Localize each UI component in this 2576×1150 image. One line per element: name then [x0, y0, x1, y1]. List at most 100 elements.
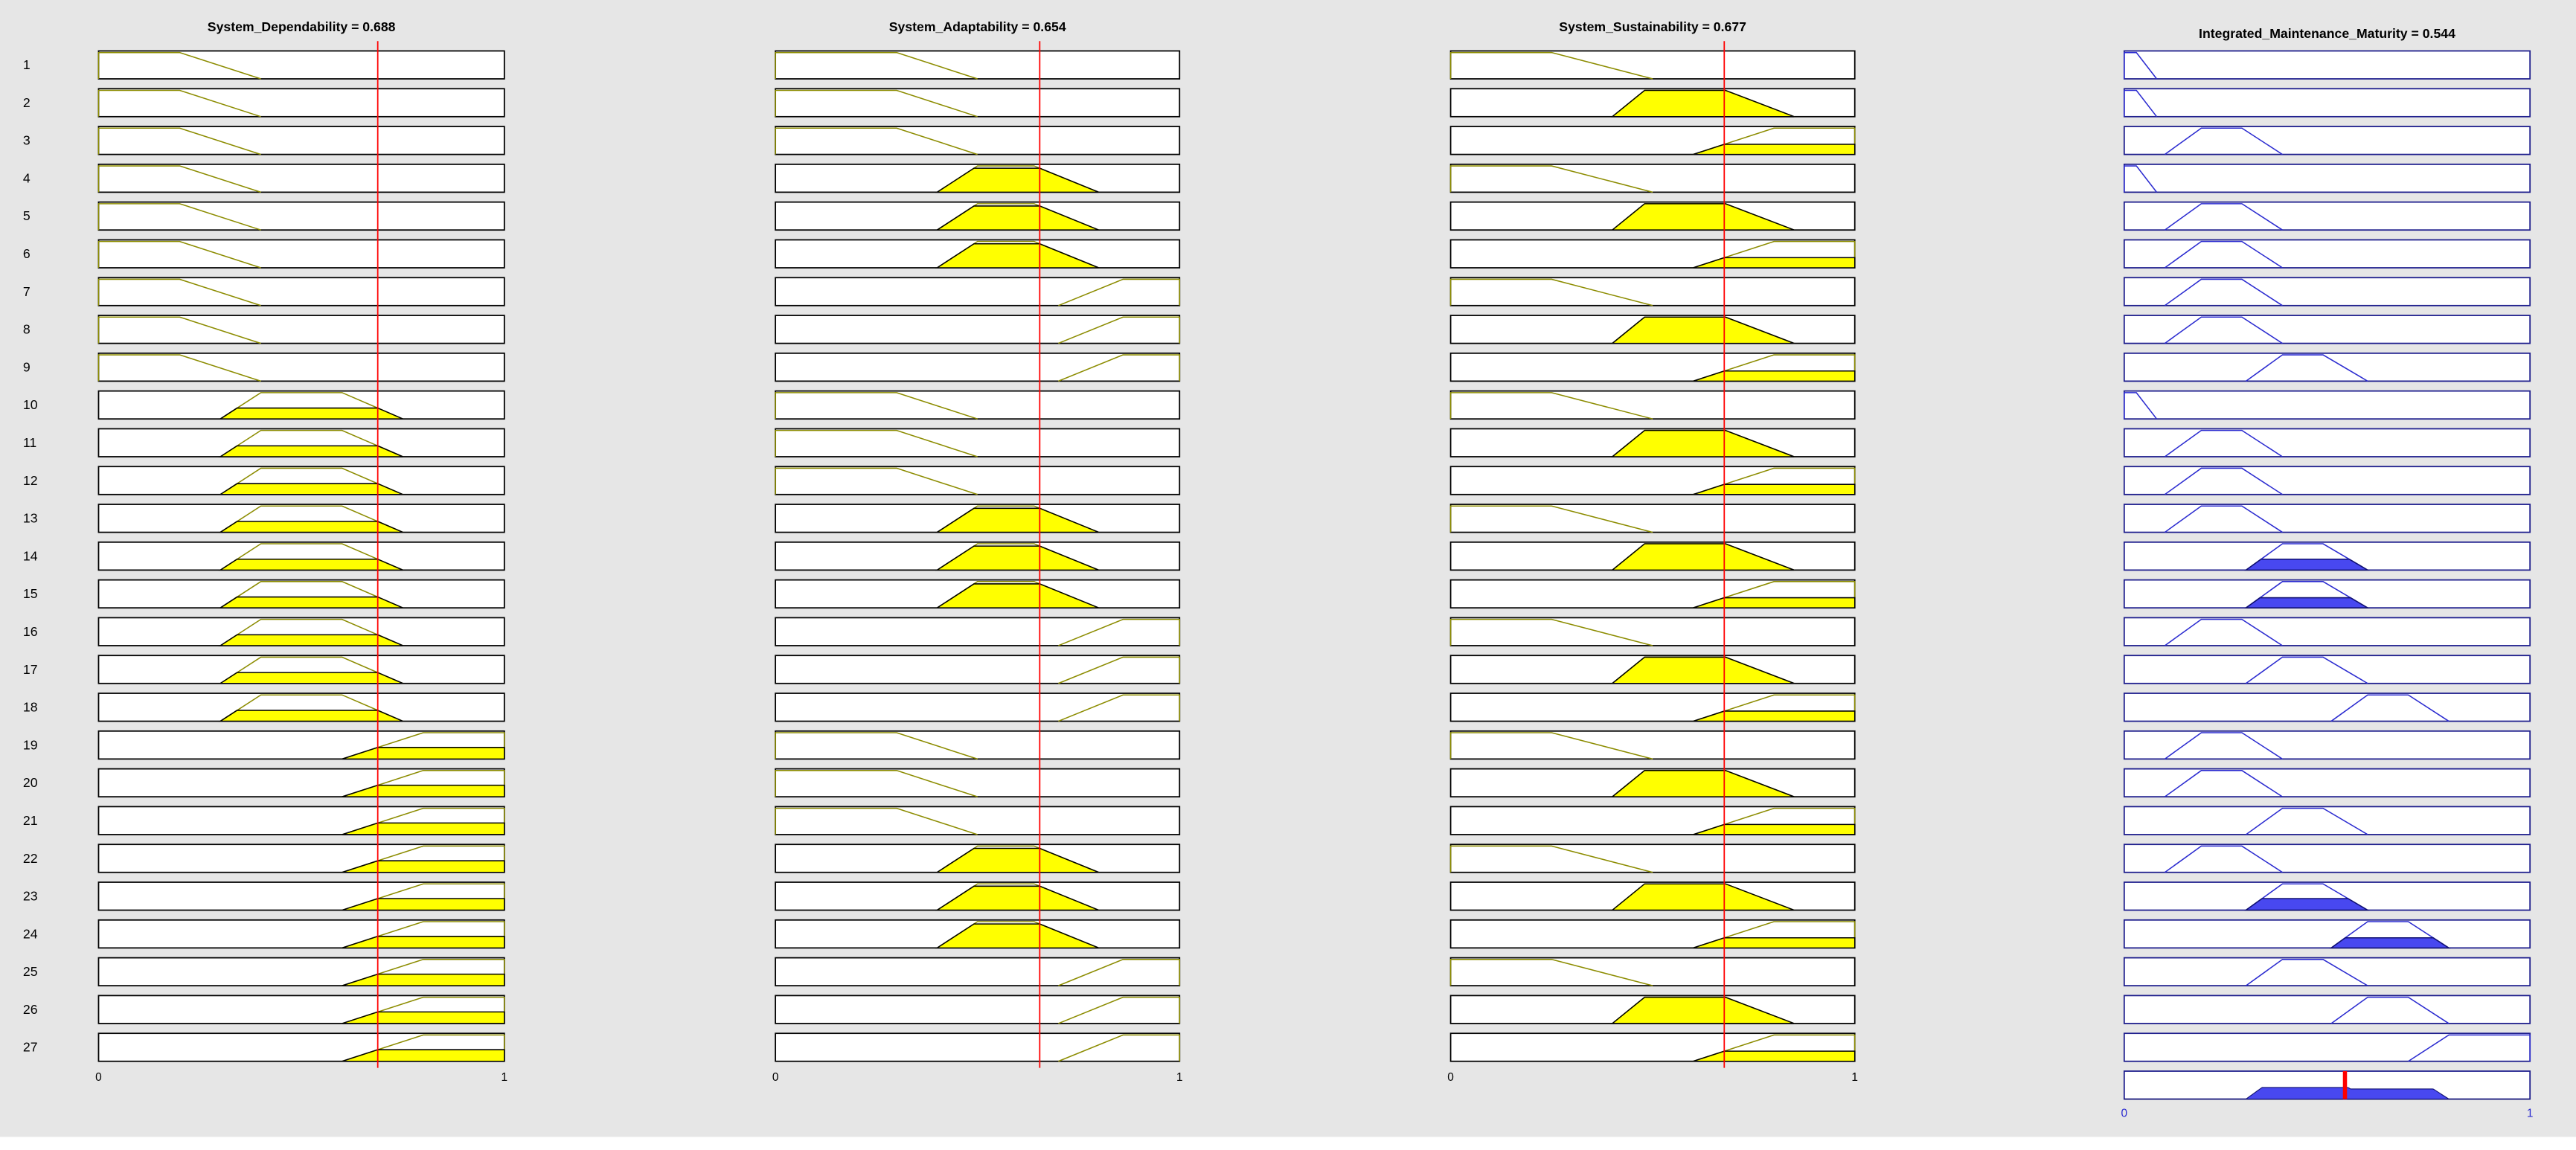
rule-box — [1449, 163, 1856, 193]
rule-box — [775, 655, 1181, 684]
membership-function — [1058, 278, 1181, 306]
x-tick-label: 1 — [1851, 1071, 1858, 1084]
membership-function — [2245, 883, 2368, 911]
fired-area — [342, 936, 505, 949]
fired-area — [342, 973, 505, 986]
membership-function — [1693, 467, 1856, 495]
rule-number: 6 — [23, 246, 31, 261]
membership-function — [2408, 1034, 2531, 1062]
membership-function — [2245, 581, 2368, 608]
membership-function — [2330, 921, 2450, 948]
membership-function — [1058, 316, 1181, 344]
rule-box — [1449, 277, 1856, 306]
rule-number: 5 — [23, 208, 31, 223]
rule-box — [775, 693, 1181, 722]
fired-area — [1610, 883, 1795, 911]
membership-function — [1449, 51, 1653, 80]
fired-area — [2244, 597, 2370, 608]
fired-area — [342, 898, 505, 911]
membership-function — [342, 883, 505, 911]
membership-function — [775, 392, 978, 420]
fired-area — [1693, 257, 1856, 269]
rule-box — [1449, 957, 1856, 987]
rule-box — [97, 201, 505, 231]
membership-function — [1449, 959, 1653, 986]
fired-area — [218, 596, 403, 608]
membership-function — [2164, 618, 2283, 646]
rule-number: 1 — [23, 57, 31, 72]
fired-area — [1693, 710, 1856, 722]
rule-box — [97, 466, 505, 495]
fired-area — [342, 860, 505, 873]
rule-box — [775, 352, 1181, 382]
membership-function — [1058, 959, 1181, 986]
membership-function — [342, 845, 505, 873]
membership-function — [2245, 354, 2368, 382]
membership-function — [342, 807, 505, 835]
membership-function — [1058, 656, 1181, 684]
rule-box — [2123, 844, 2531, 873]
fired-area — [342, 747, 505, 760]
membership-function — [1449, 165, 1653, 193]
fired-area — [342, 784, 505, 797]
rule-number: 11 — [23, 435, 36, 450]
membership-function — [220, 467, 403, 495]
rule-box — [2123, 239, 2531, 269]
rule-number: 24 — [23, 926, 38, 941]
membership-function — [97, 89, 261, 118]
membership-function — [2124, 89, 2158, 118]
rule-box — [2123, 466, 2531, 495]
rule-number: 26 — [23, 1002, 38, 1017]
rule-number: 17 — [23, 662, 38, 677]
rule-box — [775, 617, 1181, 646]
fired-area — [218, 672, 403, 684]
rule-box — [775, 768, 1181, 798]
membership-function — [97, 127, 261, 155]
rule-box — [97, 50, 505, 80]
rule-box — [97, 239, 505, 269]
membership-function — [97, 240, 261, 269]
rule-number: 7 — [23, 284, 31, 299]
membership-function — [220, 618, 403, 646]
membership-function — [1693, 807, 1856, 835]
membership-function — [2245, 543, 2368, 571]
fired-area — [1693, 1050, 1856, 1062]
fired-area — [218, 407, 403, 420]
membership-function — [342, 732, 505, 760]
rule-box — [2123, 504, 2531, 533]
fired-area — [1610, 203, 1795, 231]
membership-function — [220, 543, 403, 571]
membership-function — [1693, 1034, 1856, 1062]
membership-function — [2164, 732, 2283, 760]
rule-box — [2123, 693, 2531, 722]
rule-number: 19 — [23, 737, 38, 752]
membership-function — [2164, 505, 2283, 533]
rule-number: 18 — [23, 700, 38, 715]
fired-area — [1693, 484, 1856, 495]
membership-function — [1693, 921, 1856, 949]
rule-number: 15 — [23, 586, 38, 601]
rule-number: 3 — [23, 133, 31, 148]
membership-function — [1058, 618, 1181, 646]
fired-area — [342, 1049, 505, 1062]
membership-function — [1693, 354, 1856, 382]
rule-box — [2123, 428, 2531, 457]
rule-box — [97, 352, 505, 382]
rule-box — [97, 881, 505, 911]
membership-function — [220, 392, 403, 420]
membership-function — [2164, 429, 2283, 457]
rule-box — [2123, 1032, 2531, 1062]
membership-function — [2164, 316, 2283, 344]
membership-function — [342, 921, 505, 949]
fired-area — [218, 521, 403, 533]
membership-function — [2164, 845, 2283, 873]
rule-box — [2123, 919, 2531, 949]
rule-box — [1449, 352, 1856, 382]
membership-function — [775, 127, 978, 155]
rule-box — [2123, 730, 2531, 760]
rule-number: 8 — [23, 322, 31, 337]
fired-area — [1693, 597, 1856, 608]
rule-number: 14 — [23, 548, 38, 563]
membership-function — [220, 505, 403, 533]
rule-box — [2123, 617, 2531, 646]
